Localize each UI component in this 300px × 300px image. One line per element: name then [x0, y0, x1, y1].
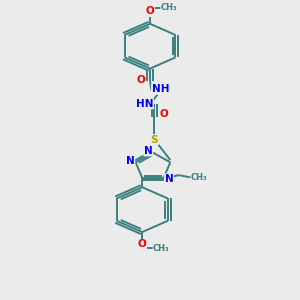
Text: O: O: [160, 109, 168, 119]
Text: CH₃: CH₃: [153, 244, 170, 253]
Text: O: O: [138, 239, 147, 249]
Text: N: N: [144, 146, 153, 156]
Text: S: S: [151, 135, 158, 145]
Text: CH₃: CH₃: [161, 3, 178, 12]
Text: N: N: [126, 156, 135, 166]
Text: NH: NH: [152, 84, 169, 94]
Text: O: O: [146, 7, 154, 16]
Text: O: O: [136, 75, 145, 85]
Text: N: N: [165, 174, 173, 184]
Text: HN: HN: [136, 99, 153, 109]
Text: CH₃: CH₃: [191, 173, 207, 182]
